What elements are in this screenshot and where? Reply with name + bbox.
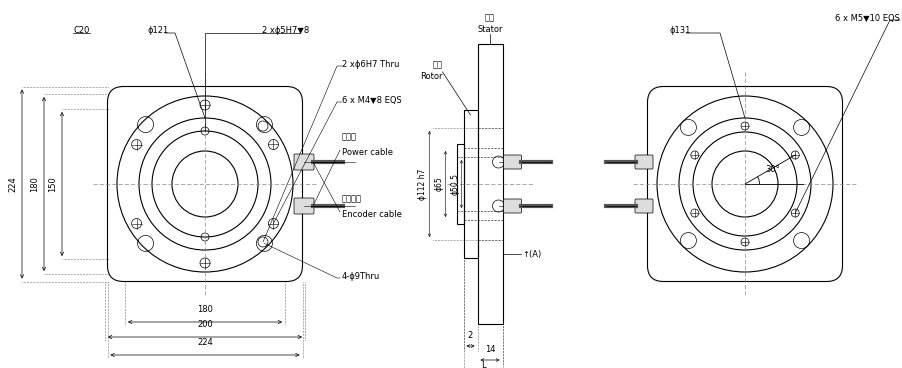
Text: 定子: 定子 — [485, 13, 495, 22]
Text: 150: 150 — [48, 176, 57, 192]
Text: 180: 180 — [197, 305, 213, 314]
FancyBboxPatch shape — [294, 154, 314, 170]
Text: Power cable: Power cable — [342, 148, 393, 157]
FancyBboxPatch shape — [503, 199, 521, 213]
Text: ↑(A): ↑(A) — [522, 250, 542, 258]
Text: 编码器线: 编码器线 — [342, 194, 362, 203]
FancyBboxPatch shape — [503, 155, 521, 169]
Text: 2: 2 — [468, 331, 474, 340]
Text: 6 x M5▼10 EQS: 6 x M5▼10 EQS — [835, 14, 900, 23]
FancyBboxPatch shape — [635, 155, 653, 169]
Text: 14: 14 — [484, 345, 495, 354]
Bar — [464, 110, 477, 258]
Text: ϕ131: ϕ131 — [670, 26, 691, 35]
Text: 转子: 转子 — [432, 60, 443, 69]
Text: ϕ50.5: ϕ50.5 — [451, 173, 460, 195]
Text: 2 xϕ5H7▼8: 2 xϕ5H7▼8 — [262, 26, 309, 35]
Text: 224: 224 — [8, 176, 17, 192]
Text: C20: C20 — [73, 26, 89, 35]
FancyBboxPatch shape — [635, 199, 653, 213]
Text: Encoder cable: Encoder cable — [342, 210, 402, 219]
Text: ϕ112 h7: ϕ112 h7 — [418, 168, 427, 200]
Text: 30°: 30° — [765, 165, 780, 174]
Text: 2 xϕ6H7 Thru: 2 xϕ6H7 Thru — [342, 60, 400, 69]
Bar — [456, 144, 464, 224]
Text: ϕ121: ϕ121 — [148, 26, 170, 35]
Text: L: L — [481, 361, 485, 368]
FancyBboxPatch shape — [294, 198, 314, 214]
Text: 180: 180 — [30, 176, 39, 192]
Text: ϕ65: ϕ65 — [435, 177, 444, 191]
Text: Stator: Stator — [477, 25, 502, 34]
Bar — [477, 44, 502, 324]
Text: 200: 200 — [198, 320, 213, 329]
Text: Rotor: Rotor — [420, 72, 443, 81]
Text: 4-ϕ9Thru: 4-ϕ9Thru — [342, 272, 381, 281]
Text: 动力线: 动力线 — [342, 132, 357, 141]
Text: 224: 224 — [198, 338, 213, 347]
Text: 6 x M4▼8 EQS: 6 x M4▼8 EQS — [342, 96, 401, 105]
